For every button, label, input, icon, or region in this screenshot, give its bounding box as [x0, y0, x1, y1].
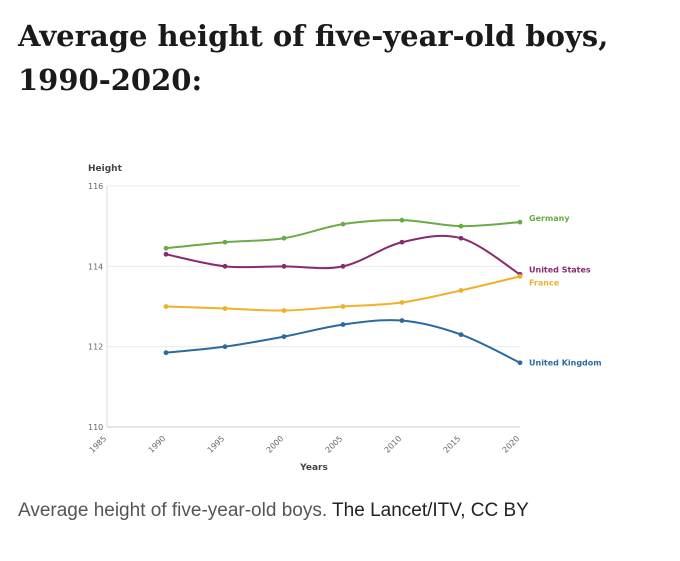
- data-point-france: [517, 273, 523, 279]
- data-point-united-kingdom: [163, 350, 169, 356]
- series-label-united-kingdom: United Kingdom: [529, 359, 602, 368]
- x-tick-label: 2000: [265, 434, 286, 455]
- y-tick-label: 116: [88, 182, 103, 191]
- x-tick-label: 1995: [206, 434, 227, 455]
- y-tick-label: 114: [88, 262, 103, 271]
- figure-caption: Average height of five-year-old boys. Th…: [18, 500, 668, 522]
- data-point-france: [458, 288, 464, 293]
- x-tick-label: 1985: [88, 434, 109, 455]
- y-axis-title: Height: [88, 164, 123, 174]
- data-point-united-states: [340, 263, 346, 269]
- data-point-france: [399, 300, 405, 305]
- data-point-germany: [458, 223, 464, 229]
- data-point-united-states: [222, 263, 228, 269]
- data-point-france: [163, 304, 169, 309]
- page-headline: Average height of five-year-old boys, 19…: [18, 19, 609, 97]
- data-point-germany: [281, 235, 287, 241]
- data-point-united-kingdom: [281, 334, 287, 340]
- data-point-united-kingdom: [517, 360, 523, 366]
- data-point-germany: [222, 239, 228, 245]
- y-tick-label: 112: [88, 343, 103, 352]
- data-point-germany: [163, 245, 169, 251]
- x-tick-label: 2010: [383, 434, 404, 455]
- axes: 110 112 114 116 1985 1990 1995 2000 2005 2010 2015…: [88, 182, 522, 455]
- data-point-united-kingdom: [399, 318, 405, 323]
- x-tick-label: 2020: [501, 434, 522, 455]
- data-point-united-states: [399, 239, 405, 245]
- y-tick-label: 110: [88, 423, 103, 432]
- x-tick-label: 1990: [147, 434, 168, 455]
- data-point-united-states: [163, 251, 169, 257]
- data-point-united-kingdom: [458, 332, 464, 338]
- series-label-france: France: [529, 278, 560, 287]
- data-point-germany: [340, 221, 346, 227]
- caption-credit: The Lancet/ITV, CC BY: [332, 500, 529, 521]
- x-axis-title: Years: [299, 463, 328, 473]
- data-point-france: [281, 308, 287, 313]
- data-point-united-kingdom: [222, 344, 228, 350]
- data-point-germany: [399, 217, 405, 223]
- series-label-germany: Germany: [529, 214, 570, 223]
- data-point-united-states: [458, 235, 464, 241]
- x-tick-label: 2005: [324, 434, 345, 455]
- line-chart: Height Years 110 112 114 116 1985 1990 1995 200…: [88, 164, 602, 473]
- data-point-united-states: [281, 263, 287, 269]
- series-lines: Germany United States France United Kingdom: [163, 214, 602, 368]
- data-point-france: [222, 306, 228, 311]
- data-point-france: [340, 304, 346, 309]
- caption-text: Average height of five-year-old boys.: [18, 500, 328, 521]
- x-tick-label: 2015: [442, 434, 463, 455]
- series-label-united-states: United States: [529, 265, 591, 274]
- data-point-united-kingdom: [340, 322, 346, 327]
- data-point-germany: [517, 219, 523, 225]
